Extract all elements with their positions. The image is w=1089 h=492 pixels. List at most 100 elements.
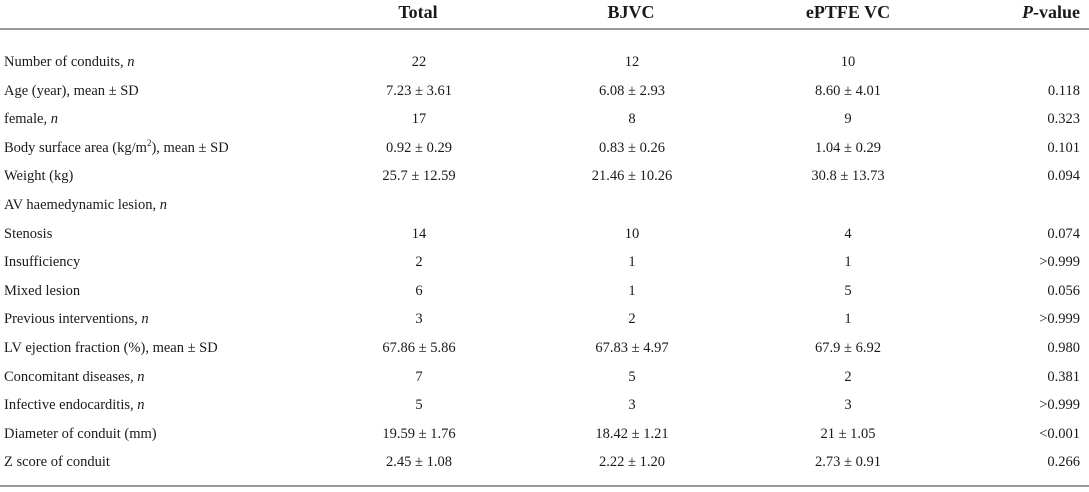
row-label-text: LV ejection fraction (%), mean ± SD [4,340,218,356]
row-label-n: n [127,54,135,70]
cell-eptfe-vc: 10 [840,54,856,70]
cell-bjvc: 21.46 ± 10.26 [591,168,673,185]
cell-bjvc: 2 [628,311,636,328]
table-row: Infective endocarditis, n 5 3 3 >0.999 [0,391,1089,419]
header-total: Total [398,2,438,22]
cell-p-value: >0.999 [1039,397,1080,414]
row-label: Z score of conduit [4,448,110,476]
cell-total: 3 [415,311,423,328]
row-label: AV haemedynamic lesion, n [4,191,167,219]
table-row: Body surface area (kg/m2), mean ± SD 0.92… [0,134,1089,162]
cell-p-value: >0.999 [1039,311,1080,328]
row-label-superscript: 2 [146,137,152,148]
row-label: Body surface area (kg/m2), mean ± SD [4,134,229,162]
row-label: Number of conduits, n [4,48,134,76]
cell-eptfe-vc: 21 ± 1.05 [820,425,876,442]
cell-p-value: 0.118 [1047,82,1080,99]
cell-eptfe-vc: 2.73 ± 0.91 [815,454,881,471]
row-label: female, n [4,105,58,133]
header-p-italic: P [1022,2,1033,22]
table-row: female, n 17 8 9 0.323 [0,105,1089,133]
row-label: Insufficiency [4,248,80,276]
cell-p-value: 0.266 [1047,454,1080,471]
row-label: Age (year), mean ± SD [4,77,139,105]
cell-bjvc: 12 [624,54,640,70]
row-label-n: n [137,368,145,385]
row-label-text: Body surface area (kg/m [4,139,147,156]
cell-bjvc: 0.83 ± 0.26 [599,139,665,156]
cell-eptfe-vc: 1 [844,311,852,328]
row-label: Concomitant diseases, n [4,363,145,391]
row-label-text: Infective endocarditis, [4,397,138,414]
table-row: Weight (kg) 25.7 ± 12.59 21.46 ± 10.26 30.8… [0,162,1089,190]
cell-p-value: 0.381 [1047,368,1080,385]
cell-eptfe-vc: 67.9 ± 6.92 [815,340,881,356]
table-row: Diameter of conduit (mm) 19.59 ± 1.76 18.4… [0,420,1089,448]
cell-bjvc: 1 [628,254,636,271]
row-label-text: AV haemedynamic lesion, [4,197,160,213]
cell-eptfe-vc: 1.04 ± 0.29 [815,139,881,156]
row-label: Diameter of conduit (mm) [4,420,157,448]
cell-total: 2 [415,254,423,271]
cell-total: 67.86 ± 5.86 [382,340,456,356]
cell-p-value: >0.999 [1039,254,1080,271]
cell-eptfe-vc: 4 [844,225,852,242]
table-row: Number of conduits, n 22 12 10 [0,48,1089,76]
row-label-n: n [159,197,167,213]
table-row: Stenosis 14 10 4 0.074 [0,220,1089,248]
row-label-text: Number of conduits, [4,54,128,70]
cell-total: 5 [415,397,423,414]
row-label-n: n [50,111,58,128]
row-label-text: Stenosis [4,225,53,242]
table-row: Concomitant diseases, n 7 5 2 0.381 [0,363,1089,391]
cell-eptfe-vc: 1 [844,254,852,271]
cell-total: 19.59 ± 1.76 [382,425,456,442]
cell-p-value: 0.323 [1047,111,1080,128]
table-row: Insufficiency 2 1 1 >0.999 [0,248,1089,276]
row-label-text: Z score of conduit [4,454,110,471]
top-rule [0,28,1089,30]
row-label: LV ejection fraction (%), mean ± SD [4,334,218,362]
cell-eptfe-vc: 9 [844,111,852,128]
cell-total: 7.23 ± 3.61 [386,82,452,99]
cell-p-value: 0.101 [1047,139,1080,156]
cell-bjvc: 1 [628,282,636,299]
cell-eptfe-vc: 3 [844,397,852,414]
table-row: Previous interventions, n 3 2 1 >0.999 [0,305,1089,333]
cell-bjvc: 67.83 ± 4.97 [595,340,669,356]
row-label: Weight (kg) [4,162,73,190]
bottom-rule [0,485,1089,487]
cell-total: 25.7 ± 12.59 [382,168,456,185]
cell-eptfe-vc: 5 [844,282,852,299]
row-label-n: n [137,397,145,414]
cell-eptfe-vc: 8.60 ± 4.01 [815,82,881,99]
cell-total: 6 [415,282,423,299]
row-label-text: Mixed lesion [4,282,81,299]
cell-bjvc: 2.22 ± 1.20 [599,454,665,471]
cell-bjvc: 10 [624,225,640,242]
header-eptfe-vc: ePTFE VC [805,2,891,22]
cell-eptfe-vc: 30.8 ± 13.73 [811,168,885,185]
row-label-text: Age (year), mean ± SD [4,82,139,99]
cell-total: 14 [411,225,427,242]
table-row: AV haemedynamic lesion, n [0,191,1089,219]
cell-total: 22 [411,54,427,70]
row-label-text: Concomitant diseases, [4,368,138,385]
row-label: Previous interventions, n [4,305,149,333]
cell-total: 17 [411,111,427,128]
cell-p-value: 0.094 [1047,168,1080,185]
header-p-value: P-value [1022,2,1080,23]
cell-total: 7 [415,368,423,385]
cell-bjvc: 8 [628,111,636,128]
row-label-text: female, [4,111,51,128]
cell-eptfe-vc: 2 [844,368,852,385]
row-label: Stenosis [4,220,52,248]
cell-p-value: <0.001 [1039,425,1080,442]
row-label-n: n [141,311,149,328]
cell-bjvc: 18.42 ± 1.21 [595,425,669,442]
table-header-row: Total BJVC ePTFE VC P-value [0,0,1089,28]
table-row: Z score of conduit 2.45 ± 1.08 2.22 ± 1.20… [0,448,1089,476]
row-label-text: ), mean ± SD [151,139,229,156]
cell-total: 2.45 ± 1.08 [386,454,452,471]
